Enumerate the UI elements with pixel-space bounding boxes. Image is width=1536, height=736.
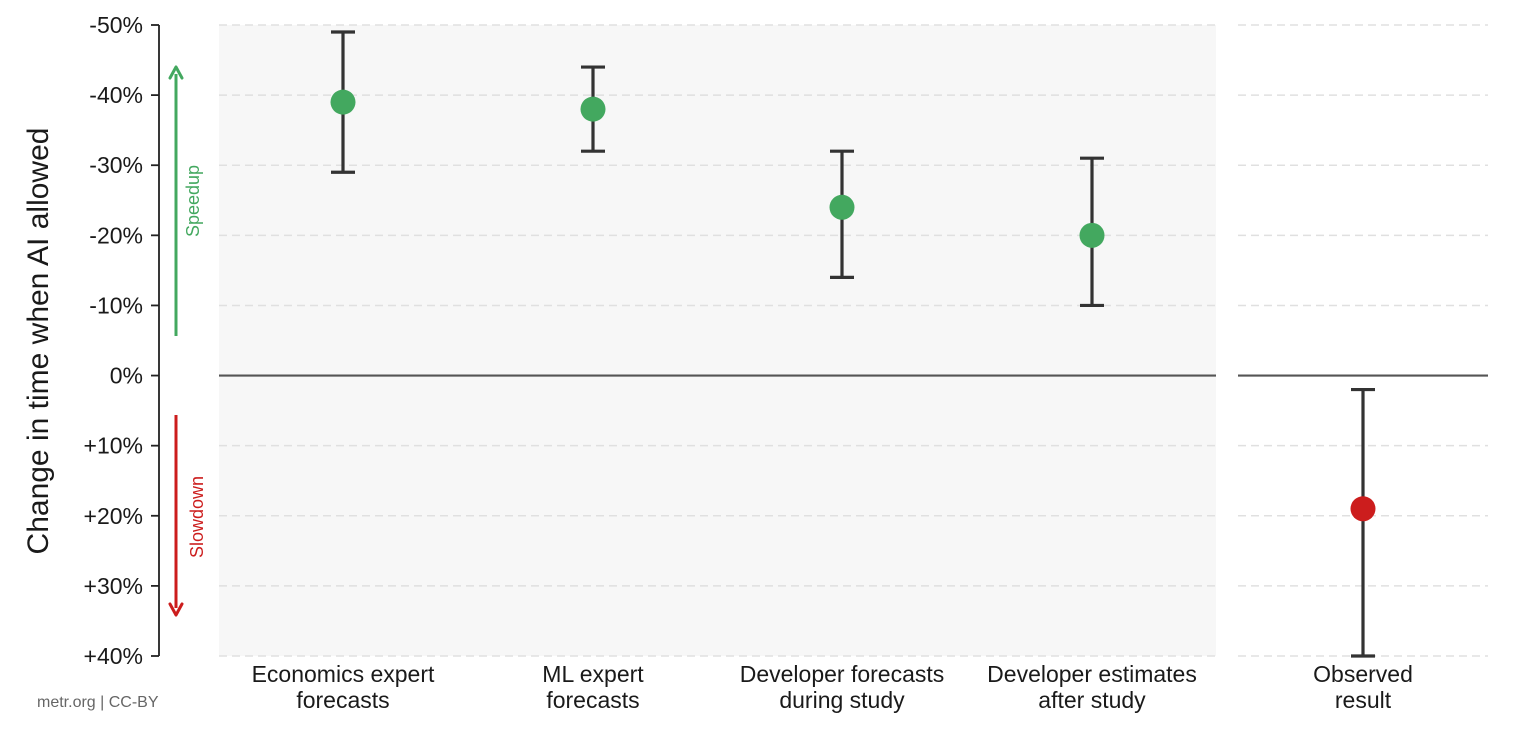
category-label: forecasts [546, 687, 639, 713]
y-tick-labels: -50% -40% -30% -20% -10% 0% +10% +20% +30% +40% [84, 12, 143, 669]
y-tick-label: -10% [89, 292, 143, 318]
panel-backgrounds [219, 25, 1488, 656]
data-point [1079, 222, 1105, 248]
category-label: after study [1038, 687, 1146, 713]
direction-annotations: Speedup Slowdown [168, 65, 207, 617]
data-point [330, 89, 356, 115]
y-tick-label: -40% [89, 82, 143, 108]
credit-text: metr.org | CC-BY [37, 694, 159, 711]
y-axis [151, 24, 160, 657]
category-label: forecasts [296, 687, 389, 713]
category-label: Economics expert [252, 661, 435, 687]
category-label: Developer forecasts [740, 661, 945, 687]
y-tick-label: +40% [84, 643, 143, 669]
speedup-arrow-head [168, 65, 184, 80]
y-tick-label: +10% [84, 433, 143, 459]
data-point [1350, 496, 1376, 522]
y-tick-label: 0% [110, 363, 143, 389]
data-points [330, 89, 1376, 522]
category-label: result [1335, 687, 1392, 713]
panel-background [219, 25, 1216, 656]
grid-lines [219, 24, 1488, 657]
category-label: Developer estimates [987, 661, 1197, 687]
y-tick-label: -50% [89, 12, 143, 38]
data-point [580, 96, 606, 122]
slowdown-arrow-head [168, 602, 184, 617]
error-bars [331, 30, 1375, 658]
category-label: Observed [1313, 661, 1413, 687]
category-label: ML expert [542, 661, 644, 687]
data-point [829, 194, 855, 220]
category-label: during study [779, 687, 905, 713]
y-tick-label: +30% [84, 573, 143, 599]
y-tick-label: +20% [84, 503, 143, 529]
slowdown-label: Slowdown [187, 476, 207, 558]
speedup-label: Speedup [183, 165, 203, 237]
y-axis-label: Change in time when AI allowed [22, 128, 55, 555]
y-tick-label: -20% [89, 222, 143, 248]
y-tick-label: -30% [89, 152, 143, 178]
